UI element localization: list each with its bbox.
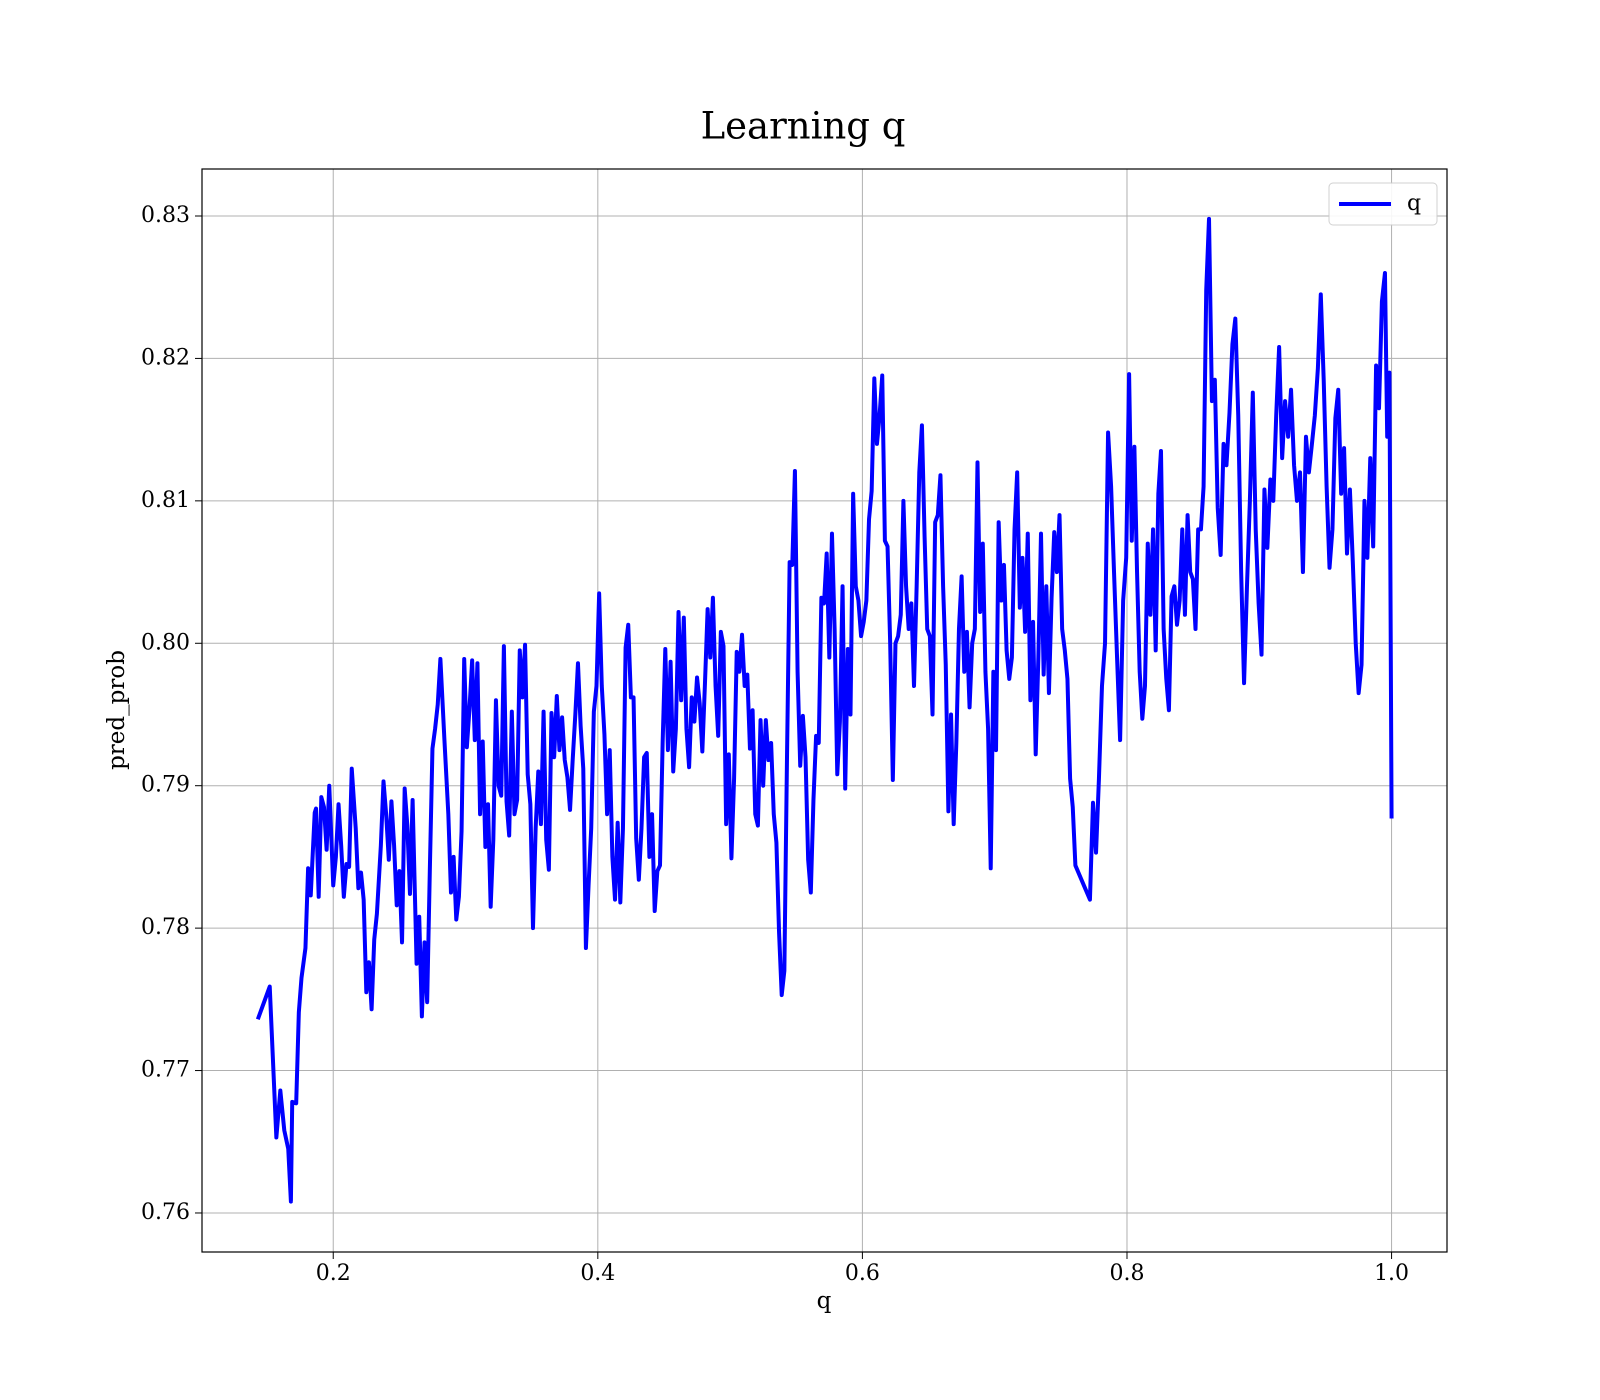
y-tick-label: 0.83 — [141, 203, 190, 228]
y-tick-label: 0.81 — [141, 488, 190, 513]
y-tick-label: 0.80 — [141, 630, 190, 655]
x-tick-label: 1.0 — [1374, 1261, 1409, 1286]
y-tick-label: 0.77 — [141, 1058, 190, 1083]
y-tick-label: 0.76 — [141, 1200, 190, 1225]
y-axis-label: pred_prob — [104, 650, 130, 770]
plot-frame — [201, 168, 1448, 1253]
legend-label: q — [1407, 191, 1421, 216]
y-tick-label: 0.78 — [141, 915, 190, 940]
chart-title: Learning q — [701, 105, 906, 148]
x-tick-label: 0.4 — [580, 1261, 615, 1286]
y-tick-label: 0.82 — [141, 345, 190, 370]
y-tick-label: 0.79 — [141, 773, 190, 798]
x-tick-label: 0.2 — [316, 1261, 351, 1286]
line — [255, 216, 1394, 1204]
x-axis-label: q — [817, 1288, 832, 1314]
x-tick-label: 0.6 — [845, 1261, 880, 1286]
x-tick-label: 0.8 — [1109, 1261, 1144, 1286]
